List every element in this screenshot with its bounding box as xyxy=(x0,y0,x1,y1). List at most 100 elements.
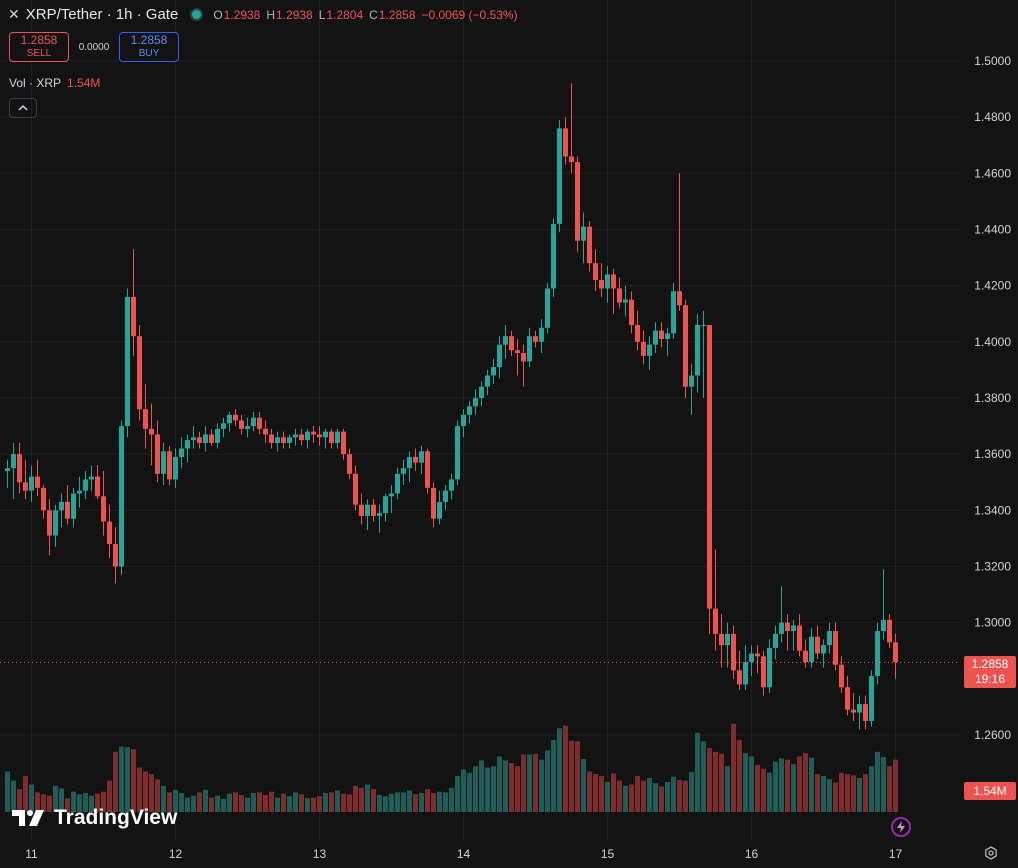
price-axis[interactable]: 1.5000 1.4800 1.4600 1.4400 1.4200 1.4000 1.38… xyxy=(974,54,1011,742)
volume-bar xyxy=(719,753,724,812)
volume-bar xyxy=(491,766,496,812)
collapse-legend-button[interactable] xyxy=(9,98,37,118)
volume-bar xyxy=(623,785,628,812)
candle-body xyxy=(395,473,400,494)
price-tick-label: 1.4400 xyxy=(974,222,1011,236)
candle-body xyxy=(245,426,250,429)
candle-body xyxy=(305,431,310,441)
candle-body xyxy=(425,451,430,488)
candle-body xyxy=(269,434,274,443)
candle-body xyxy=(299,434,304,441)
volume-bar xyxy=(653,783,658,812)
candle-body xyxy=(173,456,178,480)
volume-bar xyxy=(437,791,442,812)
price-tick-label: 1.4600 xyxy=(974,166,1011,180)
candle-body xyxy=(437,501,442,519)
volume-bar xyxy=(857,777,862,812)
volume-bar xyxy=(203,789,208,812)
candle-body xyxy=(335,431,340,443)
candle-body xyxy=(503,336,508,345)
price-tick-label: 1.3800 xyxy=(974,391,1011,405)
tradingview-logo[interactable]: TradingView xyxy=(12,806,177,830)
candle-body xyxy=(659,330,664,339)
price-tick-label: 1.4000 xyxy=(974,335,1011,349)
volume-bar xyxy=(89,795,94,812)
candle-body xyxy=(827,631,832,646)
gridlines xyxy=(0,0,960,840)
volume-bar xyxy=(827,779,832,812)
close-icon[interactable]: ✕ xyxy=(8,6,20,22)
candle-body xyxy=(323,431,328,438)
candle-body xyxy=(863,704,868,721)
volume-bar xyxy=(365,784,370,812)
candle-body xyxy=(617,288,622,303)
volume-bar xyxy=(611,773,616,812)
volume-bar xyxy=(557,728,562,812)
candle-body xyxy=(875,631,880,677)
candle-body xyxy=(803,650,808,662)
sell-button[interactable]: 1.2858 SELL xyxy=(9,32,69,62)
volume-bar xyxy=(749,756,754,812)
volume-bar xyxy=(701,741,706,812)
lightning-button[interactable] xyxy=(891,817,911,837)
volume-bar xyxy=(65,798,70,812)
candle-body xyxy=(107,521,112,545)
volume-bar xyxy=(461,769,466,812)
volume-bar xyxy=(47,795,52,812)
candle-body xyxy=(563,128,568,157)
volume-legend[interactable]: Vol · XRP 1.54M xyxy=(9,76,100,90)
candle-body xyxy=(491,367,496,376)
volume-bar xyxy=(305,798,310,812)
candle-body xyxy=(83,479,88,491)
candle-body xyxy=(251,417,256,427)
change-value: −0.0069 (−0.53%) xyxy=(421,7,518,22)
candle-body xyxy=(593,263,598,281)
volume-bar xyxy=(101,791,106,812)
volume-bar xyxy=(35,792,40,812)
volume-bar xyxy=(863,774,868,812)
candle-body xyxy=(59,501,64,511)
volume-bar xyxy=(149,774,154,812)
volume-bar xyxy=(713,751,718,812)
volume-bar xyxy=(725,766,730,812)
buy-button[interactable]: 1.2858 BUY xyxy=(119,32,179,62)
candle-body xyxy=(167,451,172,480)
candle-body xyxy=(509,336,514,351)
volume-bar xyxy=(575,741,580,812)
settings-button[interactable] xyxy=(983,845,999,861)
candle-body xyxy=(143,409,148,429)
tradingview-wordmark: TradingView xyxy=(54,806,178,829)
symbol-title[interactable]: XRP/Tether · 1h · Gate xyxy=(25,6,179,23)
candle-body xyxy=(413,456,418,463)
price-tick-label: 1.3400 xyxy=(974,503,1011,517)
volume-bar xyxy=(869,766,874,812)
candle-body xyxy=(215,428,220,443)
candle-body xyxy=(497,344,502,368)
volume-bar xyxy=(563,725,568,812)
volume-bar xyxy=(689,772,694,812)
volume-bar xyxy=(467,772,472,812)
candle-body xyxy=(383,496,388,514)
candle-body xyxy=(857,704,862,713)
candle-body xyxy=(623,299,628,303)
buy-label: BUY xyxy=(138,48,160,59)
candle-body xyxy=(443,490,448,502)
volume-bar xyxy=(341,793,346,812)
volume-bar xyxy=(503,760,508,812)
volume-bar xyxy=(629,784,634,812)
bar-countdown: 19:16 xyxy=(974,672,1006,686)
volume-bar xyxy=(593,774,598,812)
volume-bar xyxy=(269,791,274,812)
volume-bar xyxy=(833,782,838,812)
candle-body xyxy=(797,625,802,651)
candle-body xyxy=(761,656,766,688)
candle-body xyxy=(179,448,184,457)
time-axis[interactable]: 11 12 13 14 15 16 17 xyxy=(25,847,902,861)
volume-bar xyxy=(731,723,736,812)
volume-bar xyxy=(521,754,526,812)
volume-bar xyxy=(797,756,802,812)
candle-body xyxy=(809,636,814,662)
volume-bar xyxy=(23,776,28,812)
tradingview-logo-icon xyxy=(12,810,44,826)
